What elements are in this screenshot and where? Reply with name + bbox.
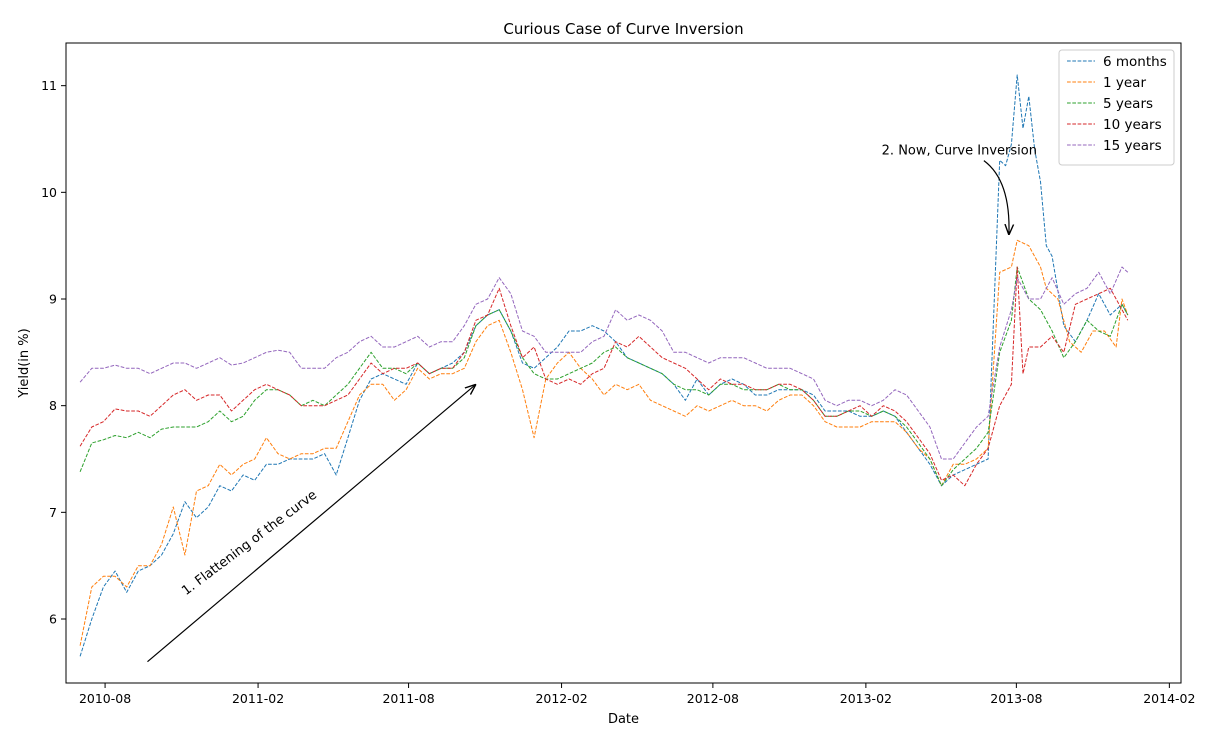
- series-line-15-years: [79, 266, 1129, 460]
- y-axis: 6 7 8 9 10 11: [41, 78, 66, 627]
- y-tick-label: 8: [49, 398, 57, 413]
- legend-label: 6 months: [1103, 54, 1167, 70]
- series-line-10-years: [79, 266, 1129, 487]
- y-tick-label: 9: [49, 292, 57, 307]
- legend-box: [1058, 49, 1175, 166]
- legend: 6 months 1 year 5 years 10 years 15 years: [1058, 49, 1175, 166]
- y-tick-label: 11: [41, 78, 57, 93]
- x-tick-label: 2013-08: [990, 691, 1042, 706]
- x-tick-label: 2012-02: [535, 691, 587, 706]
- annotation-layer: 1. Flattening of the curve 2. Now, Curve …: [147, 144, 1037, 663]
- plot-frame: [65, 42, 1182, 684]
- x-tick-label: 2012-08: [687, 691, 739, 706]
- legend-label: 10 years: [1103, 117, 1162, 133]
- y-tick-label: 10: [41, 185, 57, 200]
- x-tick-label: 2014-02: [1143, 691, 1195, 706]
- x-tick-label: 2010-08: [79, 691, 131, 706]
- chart-title: Curious Case of Curve Inversion: [503, 20, 743, 38]
- legend-label: 5 years: [1103, 96, 1153, 112]
- flattening-arrow: [147, 384, 475, 663]
- legend-label: 15 years: [1103, 138, 1162, 154]
- annotation-flattening: 1. Flattening of the curve: [179, 488, 320, 599]
- series-layer: [79, 74, 1129, 657]
- annotation-inversion: 2. Now, Curve Inversion: [882, 144, 1037, 159]
- x-tick-label: 2013-02: [840, 691, 892, 706]
- x-axis: 2010-08 2011-02 2011-08 2012-02 2012-08 2013-…: [79, 683, 1195, 706]
- x-axis-title: Date: [608, 712, 639, 727]
- y-tick-label: 6: [49, 612, 57, 627]
- y-tick-label: 7: [49, 505, 57, 520]
- x-tick-label: 2011-02: [232, 691, 284, 706]
- series-line-5-years: [79, 266, 1129, 487]
- y-axis-title: Yield(in %): [17, 328, 32, 398]
- legend-label: 1 year: [1103, 75, 1146, 91]
- x-tick-label: 2011-08: [382, 691, 434, 706]
- inversion-arrow: [983, 160, 1009, 235]
- series-line-6-months: [79, 74, 1129, 657]
- series-line-1-year: [79, 239, 1129, 646]
